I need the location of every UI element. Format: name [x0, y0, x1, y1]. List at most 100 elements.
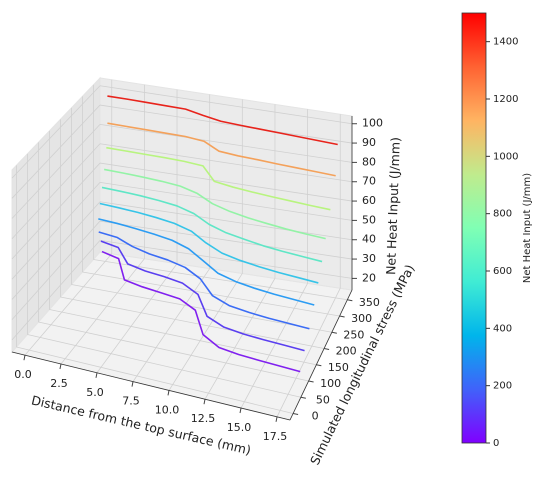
y-tick-label: 150: [328, 361, 349, 374]
x-tick-label: 2.5: [50, 377, 68, 390]
y-tick-label: 200: [336, 345, 357, 358]
panes: [11, 76, 353, 421]
z-tick-label: 40: [362, 233, 376, 246]
grid: [11, 79, 357, 422]
y-tick: [293, 413, 299, 415]
grid-line: [93, 259, 348, 301]
grid-line: [24, 253, 113, 356]
x-tick-label: 12.5: [191, 412, 216, 425]
grid-line: [11, 104, 101, 199]
grid-line: [11, 220, 101, 320]
grid-line: [11, 182, 101, 280]
series-line: [99, 202, 319, 284]
z-tick-label: 80: [362, 155, 376, 168]
series-line: [101, 186, 323, 263]
series-line: [98, 231, 310, 330]
grid-line: [204, 278, 276, 400]
grid-line: [71, 284, 332, 333]
x-tick-label: 15.0: [227, 421, 252, 434]
colorbar-tick-label: 600: [493, 266, 512, 277]
z-tick-label: 50: [362, 213, 376, 226]
grid-line: [99, 240, 353, 279]
series-line: [107, 95, 338, 146]
y-tick: [331, 331, 337, 334]
colorbar-tick-label: 1000: [493, 151, 518, 162]
grid-line: [99, 85, 353, 125]
grid-line: [11, 85, 101, 179]
x-tick: [167, 390, 170, 396]
grid-line: [60, 296, 325, 349]
grid-line: [11, 143, 101, 240]
series-line: [107, 122, 336, 177]
x-tick: [23, 355, 26, 361]
grid-line: [38, 321, 309, 382]
x-tick-label: 17.5: [263, 430, 288, 443]
x-tick-label: 10.0: [155, 403, 180, 416]
series-line: [106, 146, 331, 211]
x-tick-label: 0.0: [14, 368, 32, 381]
left-pane: [11, 76, 101, 354]
x-tick-label: 5.0: [86, 386, 104, 399]
axis-line: [11, 351, 291, 421]
z-tick-label: 60: [362, 194, 376, 207]
lines: [98, 95, 338, 373]
y-tick: [308, 380, 314, 383]
y-tick-label: 300: [351, 312, 372, 325]
z-axis-label: Net Heat Input (J/mm): [383, 137, 403, 275]
grid-line: [16, 346, 294, 414]
grid-line: [240, 283, 308, 409]
x-tick-label: 7.5: [122, 395, 140, 408]
grid-line: [11, 162, 101, 260]
y-tick-label: 350: [359, 296, 380, 309]
x-tick: [275, 416, 278, 422]
colorbar-tick-label: 800: [493, 209, 512, 220]
y-tick-label: 100: [320, 377, 341, 390]
series-line: [104, 168, 326, 240]
grid-line: [11, 124, 101, 219]
grid-line: [99, 124, 353, 163]
y-tick-label: 0: [312, 410, 319, 423]
colorbar-tick-label: 0: [493, 438, 499, 449]
series-line: [98, 218, 315, 306]
z-tick-label: 30: [362, 252, 376, 265]
y-tick: [324, 348, 330, 350]
grid-line: [132, 268, 211, 382]
z-tick-label: 70: [362, 175, 376, 188]
colorbar: [461, 12, 487, 444]
colorbar-tick-label: 400: [493, 323, 512, 334]
y-tick-label: 50: [316, 393, 330, 406]
axis-line: [289, 289, 353, 421]
back-pane: [99, 77, 353, 291]
x-tick: [95, 372, 98, 378]
x-tick: [131, 381, 134, 387]
colorbar-tick-label: 1200: [493, 94, 518, 105]
grid-line: [276, 288, 341, 418]
x-tick: [239, 407, 242, 414]
y-tick: [339, 315, 345, 318]
grid-line: [96, 263, 178, 374]
grid-line: [27, 334, 301, 398]
y-tick: [347, 299, 353, 302]
y-tick: [300, 396, 306, 399]
grid-line: [11, 201, 101, 300]
z-tick-label: 20: [362, 271, 376, 284]
x-tick: [59, 363, 62, 370]
grid-line: [99, 162, 353, 202]
z-tick-label: 100: [362, 117, 383, 130]
z-tick-label: 90: [362, 136, 376, 149]
grid-line: [11, 240, 101, 341]
series-line: [101, 250, 301, 373]
grid-line: [49, 309, 317, 366]
grid-line: [60, 258, 145, 365]
series-line: [100, 240, 305, 352]
grid-line: [99, 220, 353, 260]
grid-line: [99, 182, 353, 221]
grid-line: [168, 273, 243, 391]
colorbar-tick-label: 1400: [493, 37, 518, 48]
grid-line: [99, 143, 353, 183]
grid-line: [99, 104, 353, 144]
y-tick-label: 250: [343, 328, 364, 341]
colorbar-tick-label: 200: [493, 381, 512, 392]
colorbar-label: Net Heat Input (J/mm): [522, 173, 533, 283]
